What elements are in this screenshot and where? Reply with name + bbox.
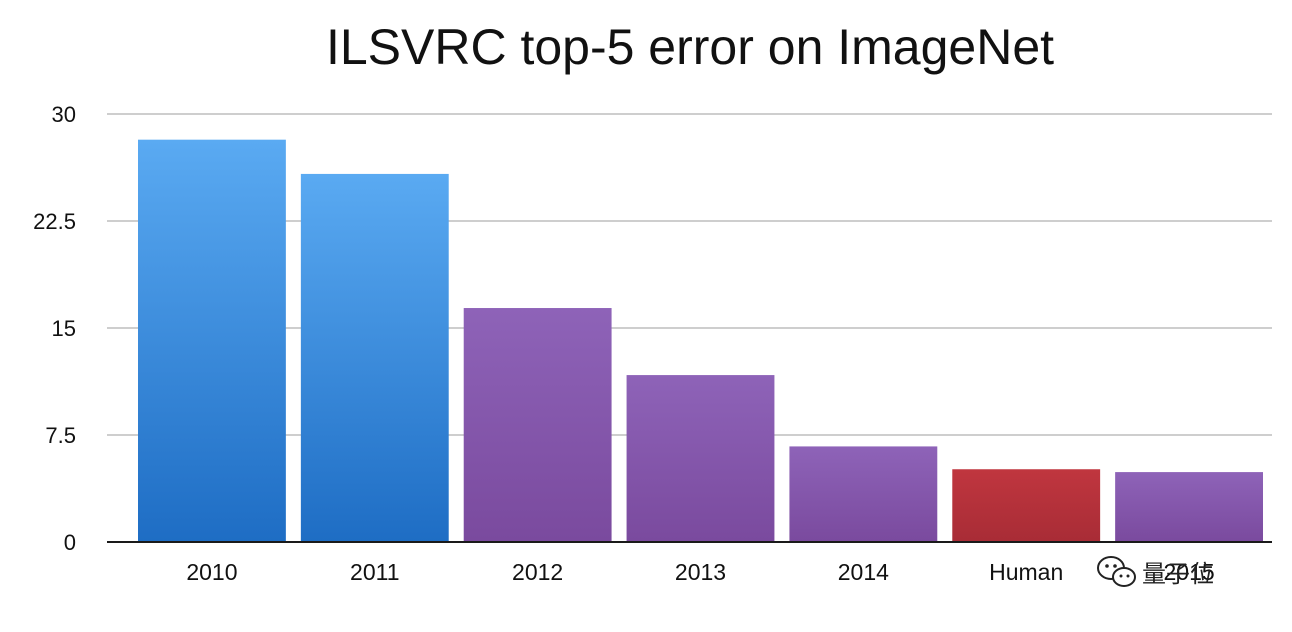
x-tick-label: 2014 xyxy=(838,559,889,585)
bar-2014 xyxy=(789,446,938,542)
y-tick-label: 0 xyxy=(64,530,76,555)
y-tick-label: 30 xyxy=(52,102,76,127)
y-axis-ticks: 0 7.5 15 22.5 30 xyxy=(33,102,76,555)
bar-2013 xyxy=(626,375,775,542)
y-tick-label: 15 xyxy=(52,316,76,341)
x-tick-label: 2015 xyxy=(1163,559,1214,585)
chart-title: ILSVRC top-5 error on ImageNet xyxy=(326,19,1054,75)
x-tick-label: 2010 xyxy=(186,559,237,585)
x-tick-label: 2011 xyxy=(350,559,399,585)
wechat-icon xyxy=(1097,556,1136,587)
x-tick-label: 2013 xyxy=(675,559,726,585)
y-tick-label: 22.5 xyxy=(33,209,76,234)
bars xyxy=(138,139,1263,543)
x-tick-label: Human xyxy=(989,559,1063,585)
bar-2011 xyxy=(300,173,449,543)
watermark-text: 量子位 xyxy=(1142,560,1214,588)
x-tick-label: 2012 xyxy=(512,559,563,585)
watermark: 量子位 xyxy=(1097,556,1214,588)
bar-2010 xyxy=(138,139,286,542)
bar-2015 xyxy=(1115,472,1263,542)
x-axis-ticks: 2010 2011 2012 2013 2014 Human 2015 xyxy=(186,559,1214,585)
bar-2012 xyxy=(463,308,612,542)
y-tick-label: 7.5 xyxy=(45,423,76,448)
bar-human xyxy=(952,469,1101,542)
